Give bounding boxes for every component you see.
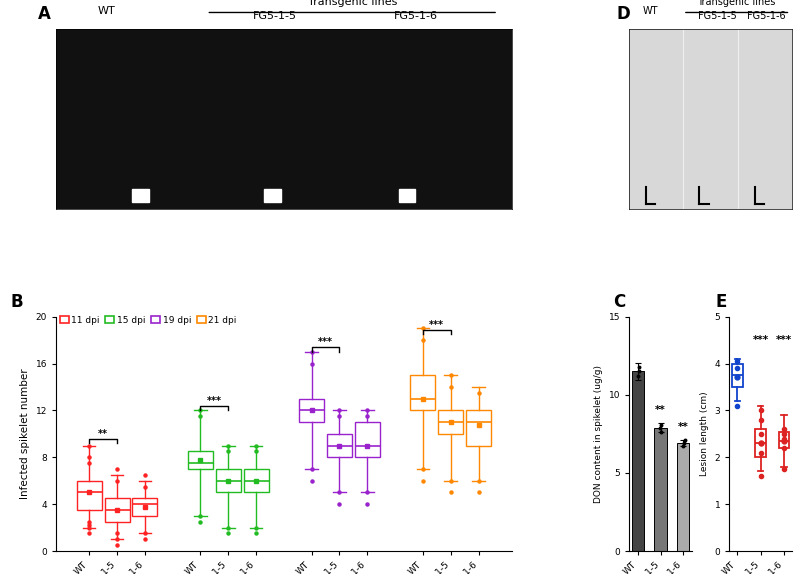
Point	[678, 436, 691, 445]
Text: FG5-1-5: FG5-1-5	[253, 11, 297, 21]
PathPatch shape	[327, 434, 352, 457]
Bar	[654, 428, 666, 551]
Bar	[398, 189, 415, 201]
Point	[654, 428, 667, 437]
Text: ***: ***	[753, 335, 769, 345]
Bar	[677, 443, 689, 551]
Text: Transgenic lines: Transgenic lines	[698, 0, 776, 7]
PathPatch shape	[732, 363, 742, 387]
PathPatch shape	[778, 432, 789, 448]
PathPatch shape	[216, 469, 241, 492]
Text: **: **	[655, 405, 666, 415]
Text: FG5-1-5: FG5-1-5	[698, 11, 737, 21]
PathPatch shape	[105, 498, 130, 522]
Text: WT: WT	[98, 6, 115, 16]
Text: ***: ***	[207, 395, 222, 406]
Y-axis label: Infected spikelet number: Infected spikelet number	[20, 369, 30, 499]
Text: A: A	[38, 5, 50, 24]
PathPatch shape	[188, 452, 213, 469]
Point	[632, 362, 645, 371]
Text: B: B	[10, 293, 23, 311]
Point	[654, 423, 666, 432]
Point	[633, 367, 646, 376]
PathPatch shape	[132, 498, 158, 516]
PathPatch shape	[77, 481, 102, 510]
Text: ***: ***	[776, 335, 792, 345]
Point	[654, 420, 667, 429]
PathPatch shape	[438, 410, 463, 434]
Text: ***: ***	[318, 337, 333, 347]
Bar	[264, 189, 281, 201]
PathPatch shape	[466, 410, 491, 445]
Text: C: C	[614, 293, 626, 311]
Legend: 11 dpi, 15 dpi, 19 dpi, 21 dpi: 11 dpi, 15 dpi, 19 dpi, 21 dpi	[56, 312, 240, 328]
Text: **: **	[678, 422, 688, 432]
PathPatch shape	[243, 469, 269, 492]
Text: D: D	[616, 5, 630, 24]
PathPatch shape	[410, 375, 435, 410]
Text: **: **	[98, 429, 108, 439]
Y-axis label: DON content in spikelet (ug/g): DON content in spikelet (ug/g)	[594, 365, 603, 503]
Y-axis label: Lesion length (cm): Lesion length (cm)	[700, 391, 709, 476]
Text: FG5-1-6: FG5-1-6	[746, 11, 786, 21]
Bar	[632, 371, 644, 551]
Text: WT: WT	[642, 6, 658, 16]
PathPatch shape	[354, 422, 380, 457]
Text: FG5-1-6: FG5-1-6	[394, 11, 438, 21]
Point	[676, 442, 689, 451]
Text: Transgenic lines: Transgenic lines	[307, 0, 397, 7]
PathPatch shape	[755, 429, 766, 457]
Bar	[132, 189, 149, 201]
Point	[632, 371, 645, 381]
Point	[678, 439, 690, 448]
Text: E: E	[716, 293, 727, 311]
Text: ***: ***	[430, 320, 444, 329]
PathPatch shape	[299, 399, 324, 422]
